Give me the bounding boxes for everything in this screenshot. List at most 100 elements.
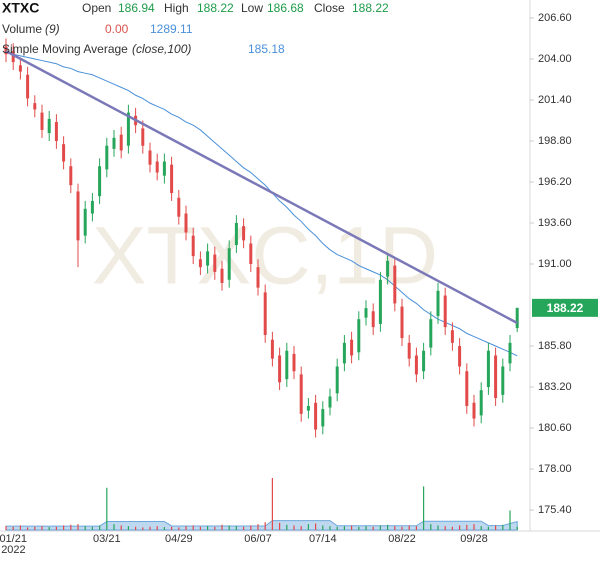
candle-body (155, 161, 159, 173)
volume-bar (207, 526, 209, 530)
y-tick-label: 193.60 (538, 217, 572, 229)
volume-bar (372, 526, 374, 530)
label: Open (82, 1, 111, 15)
value: 186.68 (267, 1, 304, 15)
volume-bar (120, 525, 122, 530)
volume-bar (77, 524, 79, 530)
x-tick-label: 03/21 (93, 533, 121, 545)
candle-body (90, 200, 94, 214)
volume-bar (235, 526, 237, 530)
candle-body (220, 268, 224, 283)
volume-bar (394, 526, 396, 530)
volume-bar (351, 525, 353, 530)
candle-body (414, 355, 418, 375)
volume-bar (495, 525, 497, 530)
volume-bar (199, 526, 201, 530)
y-tick-label: 198.80 (538, 135, 572, 147)
candle-body (429, 319, 433, 348)
volume-bar (279, 522, 281, 530)
value: 188.22 (352, 1, 389, 15)
volume-bar (264, 522, 266, 530)
candle-body (177, 197, 181, 217)
volume-bar (99, 525, 101, 530)
candle-body (98, 166, 102, 197)
candle-body (270, 339, 274, 359)
candle-body (126, 112, 130, 146)
volume-bar (12, 526, 14, 530)
volume-bar (437, 525, 439, 530)
volume-bar (329, 526, 331, 530)
price-label-box (532, 298, 598, 317)
volume-bar (221, 524, 223, 530)
candle-body (350, 339, 354, 356)
volume-bar (257, 524, 259, 530)
volume-bar (5, 526, 7, 530)
volume-bar (343, 526, 345, 530)
candle-body (328, 396, 332, 408)
volume-bar (41, 526, 43, 530)
candle-body (4, 46, 8, 55)
candle-body (292, 353, 296, 372)
candle-body (450, 330, 454, 343)
candle-body (508, 342, 512, 364)
y-tick-label: 180.60 (538, 422, 572, 434)
volume-bar (271, 478, 273, 530)
y-tick-label: 191.00 (538, 258, 572, 270)
volume-bar (430, 524, 432, 530)
volume-bar (250, 525, 252, 530)
candle-body (501, 366, 505, 395)
volume-ma-area (5, 520, 518, 531)
header: XTXC Open 186.94 High 188.22 Low 186.68 … (2, 0, 389, 56)
candle-body (112, 137, 116, 149)
volume-bar (451, 526, 453, 530)
candle-body (263, 292, 267, 335)
volume-bar (473, 524, 475, 530)
volume-bar (127, 526, 129, 530)
volume-bar (185, 526, 187, 530)
trendline (5, 49, 518, 325)
volume-bar (149, 526, 151, 530)
y-tick-label: 201.40 (538, 94, 572, 106)
candle-body (386, 260, 390, 277)
candle-body (299, 374, 303, 414)
candle-body (515, 307, 519, 329)
candle-body (76, 191, 80, 241)
volume-bar (156, 526, 158, 530)
y-tick-label: 206.60 (538, 12, 572, 24)
candle-body (314, 402, 318, 430)
label: (close,100) (132, 42, 191, 56)
candle-body (105, 145, 109, 170)
candle-body (465, 371, 469, 406)
candle-body (278, 355, 282, 383)
value: 185.18 (248, 42, 285, 56)
candle-body (436, 290, 440, 317)
volume-bar (19, 525, 21, 530)
volume-bar (70, 524, 72, 530)
volume-bar (415, 526, 417, 530)
year-label: 2022 (1, 544, 25, 556)
volume-bar (322, 525, 324, 530)
candle-body (342, 342, 346, 364)
y-tick-label: 183.20 (538, 381, 572, 393)
volume-bar (113, 524, 115, 530)
volume-bar (63, 525, 65, 530)
candle-body (40, 112, 44, 130)
y-tick-label: 178.00 (538, 463, 572, 475)
candle-body (83, 208, 87, 236)
label: Low (241, 1, 263, 15)
x-tick-label: 07/14 (309, 533, 337, 545)
volume-bar (27, 527, 29, 530)
candle-body (458, 346, 462, 367)
label: Close (314, 1, 345, 15)
candle-body (69, 166, 73, 186)
candle-body (62, 144, 66, 162)
candle-body (198, 259, 202, 268)
candle-body (18, 65, 22, 72)
candle-body (472, 402, 476, 419)
volume-bar (459, 525, 461, 530)
candle-body (242, 226, 246, 241)
volume-bar (516, 526, 518, 530)
volume-bar (387, 524, 389, 530)
volume-bar (84, 526, 86, 530)
